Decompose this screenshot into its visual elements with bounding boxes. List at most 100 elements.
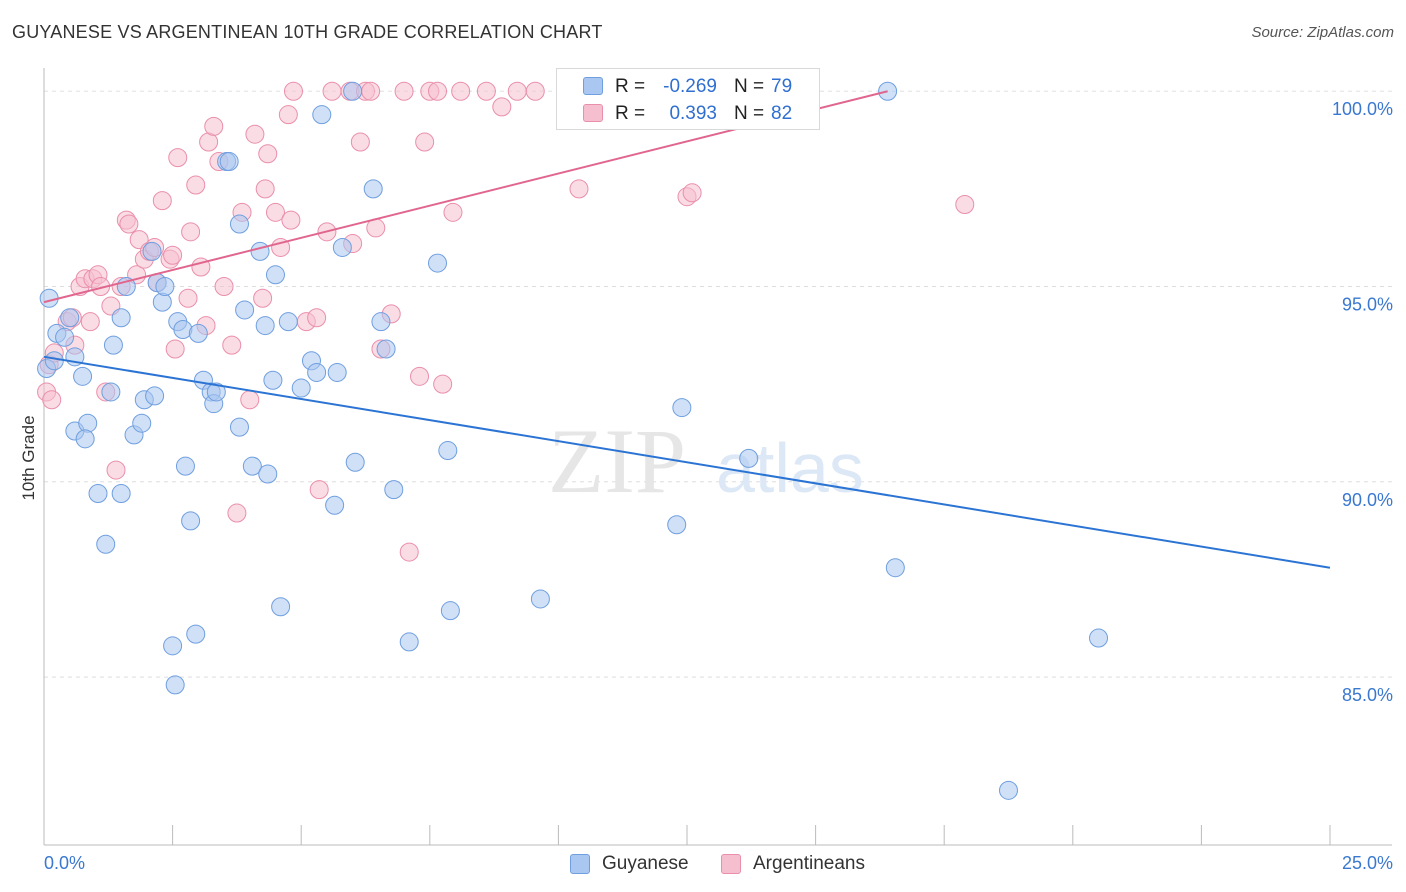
data-point-guyanese <box>999 780 1018 800</box>
legend-label-guyanese: Guyanese <box>602 853 689 874</box>
legend-row-argentineans: R = 0.393 N = 82 <box>557 100 819 128</box>
data-point-argentineans <box>309 480 329 500</box>
legend-row-guyanese: R = -0.269 N = 79 <box>557 73 819 101</box>
data-point-guyanese <box>312 105 332 125</box>
legend-n-value: 82 <box>771 103 793 124</box>
data-point-argentineans <box>152 191 172 211</box>
data-point-guyanese <box>345 452 365 472</box>
data-point-guyanese <box>376 339 396 359</box>
trend-line-guyanese <box>43 355 1331 569</box>
data-point-guyanese <box>307 362 327 382</box>
data-point-guyanese <box>55 327 75 347</box>
data-point-guyanese <box>242 456 262 476</box>
data-point-argentineans <box>80 312 100 332</box>
data-point-argentineans <box>410 366 430 386</box>
series-guyanese <box>37 81 1109 800</box>
data-point-guyanese <box>263 370 283 390</box>
data-point-guyanese <box>188 323 208 343</box>
data-point-guyanese <box>206 382 226 402</box>
data-point-guyanese <box>75 429 95 449</box>
data-point-argentineans <box>350 132 370 152</box>
data-point-guyanese <box>325 495 345 515</box>
data-point-argentineans <box>569 179 589 199</box>
data-point-guyanese <box>44 351 64 371</box>
correlation-legend: R = -0.269 N = 79 R = 0.393 N = 82 <box>556 68 820 130</box>
data-point-argentineans <box>682 183 702 203</box>
legend-n-label: N = <box>734 76 765 97</box>
legend-swatch-blue <box>583 77 603 95</box>
data-point-guyanese <box>672 398 692 418</box>
legend-r-value: -0.269 <box>663 76 717 97</box>
data-point-argentineans <box>240 390 260 410</box>
y-tick-labels: 85.0% 90.0% 95.0% 100.0% <box>1332 99 1393 705</box>
data-point-guyanese <box>103 335 123 355</box>
data-point-argentineans <box>181 222 201 242</box>
legend-n-label: N = <box>734 103 765 124</box>
x-tick-labels: 0.0% 25.0% <box>44 853 1393 873</box>
data-point-guyanese <box>163 636 183 656</box>
data-point-guyanese <box>885 558 905 578</box>
data-point-guyanese <box>175 456 195 476</box>
legend-swatch-pink <box>721 854 741 874</box>
data-point-guyanese <box>111 484 131 504</box>
data-point-guyanese <box>152 292 172 312</box>
data-point-argentineans <box>443 202 463 222</box>
x-tick-label: 25.0% <box>1342 853 1393 873</box>
legend-r-value: 0.393 <box>669 103 717 124</box>
legend-label-argentineans: Argentineans <box>753 853 865 874</box>
x-tick-label: 0.0% <box>44 853 85 873</box>
data-point-argentineans <box>165 339 185 359</box>
data-point-argentineans <box>227 503 247 523</box>
data-point-guyanese <box>530 589 550 609</box>
data-point-guyanese <box>1089 628 1109 648</box>
data-point-guyanese <box>384 480 404 500</box>
data-point-argentineans <box>168 148 188 168</box>
y-tick-label: 100.0% <box>1332 99 1393 119</box>
data-point-argentineans <box>283 81 303 101</box>
data-point-guyanese <box>440 601 460 621</box>
data-point-argentineans <box>222 335 242 355</box>
data-point-guyanese <box>255 316 275 336</box>
data-point-guyanese <box>73 366 93 386</box>
data-point-guyanese <box>258 464 278 484</box>
data-point-argentineans <box>245 124 265 144</box>
data-point-guyanese <box>265 265 285 285</box>
data-point-argentineans <box>119 214 139 234</box>
data-point-argentineans <box>476 81 496 101</box>
data-point-guyanese <box>250 241 270 261</box>
legend-r-label: R = <box>615 103 646 124</box>
series-legend: Guyanese Argentineans <box>0 852 1406 878</box>
source-label: Source: ZipAtlas.com <box>1251 24 1394 41</box>
data-point-argentineans <box>507 81 527 101</box>
data-point-argentineans <box>451 81 471 101</box>
data-point-guyanese <box>739 448 759 468</box>
data-point-argentineans <box>255 179 275 199</box>
data-point-guyanese <box>371 312 391 332</box>
data-point-argentineans <box>433 374 453 394</box>
data-point-argentineans <box>394 81 414 101</box>
data-point-guyanese <box>438 441 458 461</box>
data-point-guyanese <box>235 300 255 320</box>
data-point-argentineans <box>106 460 126 480</box>
data-point-guyanese <box>327 362 347 382</box>
data-point-guyanese <box>428 253 448 273</box>
y-tick-label: 90.0% <box>1342 490 1393 510</box>
data-point-argentineans <box>265 202 285 222</box>
watermark-zip: ZIP <box>548 410 686 512</box>
data-point-guyanese <box>78 413 98 433</box>
data-point-guyanese <box>363 179 383 199</box>
data-point-guyanese <box>88 484 108 504</box>
data-point-argentineans <box>253 288 273 308</box>
watermark: ZIP atlas <box>548 410 864 512</box>
watermark-atlas: atlas <box>716 429 864 507</box>
series-argentineans <box>37 81 975 562</box>
legend-r-label: R = <box>615 76 646 97</box>
data-point-argentineans <box>415 132 435 152</box>
data-point-argentineans <box>492 97 512 117</box>
data-point-guyanese <box>186 624 206 644</box>
data-point-guyanese <box>229 214 249 234</box>
chart-title: GUYANESE VS ARGENTINEAN 10TH GRADE CORRE… <box>12 22 603 42</box>
legend-n-value: 79 <box>771 76 793 97</box>
data-point-guyanese <box>271 597 291 617</box>
